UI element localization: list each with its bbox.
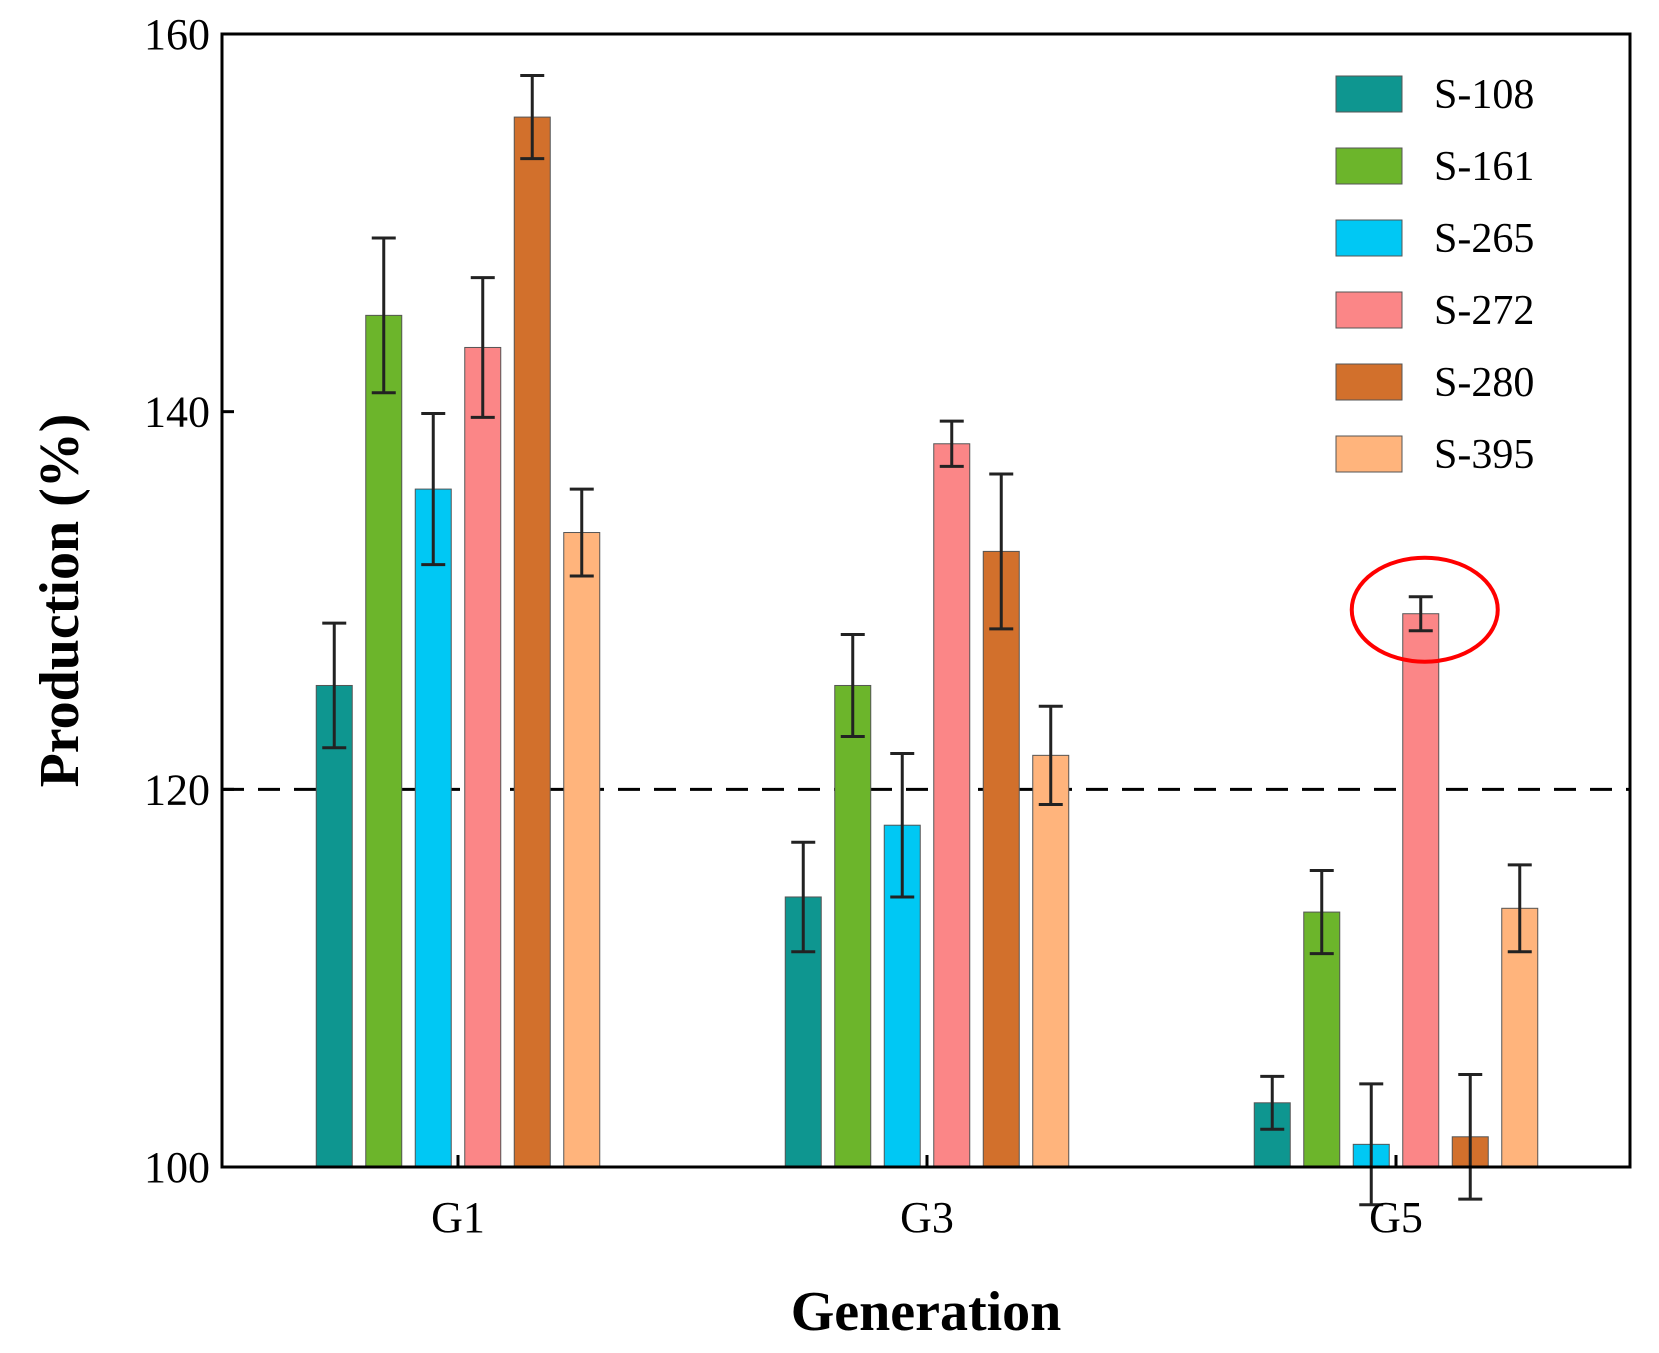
x-tick-label: G3	[900, 1193, 954, 1242]
error-bar	[890, 751, 915, 899]
error-bar	[470, 276, 495, 419]
y-tick-label: 120	[144, 765, 210, 814]
legend-label-s-108: S-108	[1434, 72, 1534, 118]
error-bar	[322, 621, 347, 750]
legend-swatch-s-280	[1335, 363, 1403, 401]
bar-s-280-g3	[982, 550, 1020, 1168]
y-tick-label: 140	[144, 388, 210, 437]
error-bar	[1408, 595, 1433, 633]
error-bar	[1507, 863, 1532, 954]
x-axis-ticks: G1 G3 G5	[431, 1155, 1423, 1242]
error-bar	[939, 419, 964, 468]
legend-swatch-s-265	[1335, 219, 1403, 257]
y-tick-label: 160	[144, 10, 210, 59]
x-tick-label: G5	[1369, 1193, 1423, 1242]
error-bar	[1359, 1082, 1384, 1207]
bar-s-272-g3	[933, 443, 971, 1168]
error-bar	[371, 236, 396, 395]
bar-s-395-g1	[563, 532, 601, 1168]
x-axis-title: Generation	[791, 1281, 1062, 1343]
bar-s-161-g1	[365, 314, 403, 1168]
legend-swatch-s-395	[1335, 435, 1403, 473]
legend-swatch-s-161	[1335, 147, 1403, 185]
y-axis-ticks: 100 120 140 160	[144, 10, 234, 1192]
bar-s-395-g3	[1032, 754, 1070, 1168]
x-tick-label: G1	[431, 1193, 485, 1242]
error-bar	[1038, 704, 1063, 806]
legend-label-s-280: S-280	[1434, 360, 1534, 406]
highlight-layer	[1349, 555, 1500, 664]
bars-layer	[315, 116, 1539, 1168]
legend-label-s-395: S-395	[1434, 432, 1534, 478]
legend-label-s-265: S-265	[1434, 216, 1534, 262]
error-bar	[1309, 869, 1334, 956]
bar-s-272-g1	[464, 346, 502, 1168]
legend: S-108 S-161 S-265 S-272 S-280 S-395	[1335, 72, 1534, 478]
bar-s-108-g1	[315, 684, 353, 1168]
bar-s-280-g1	[513, 116, 551, 1168]
legend-swatch-s-108	[1335, 75, 1403, 113]
error-bar	[989, 472, 1014, 631]
error-bar	[1260, 1074, 1285, 1131]
error-bar	[1458, 1072, 1483, 1201]
error-bars-layer	[322, 74, 1532, 1207]
bar-s-272-g5	[1402, 613, 1440, 1168]
legend-label-s-272: S-272	[1434, 288, 1534, 334]
y-tick-label: 100	[144, 1143, 210, 1192]
bar-s-161-g3	[834, 684, 872, 1168]
highlight-ellipse	[1349, 555, 1500, 664]
error-bar	[840, 632, 865, 738]
y-axis-title: Production (%)	[29, 414, 91, 788]
error-bar	[569, 487, 594, 578]
error-bar	[520, 74, 545, 161]
error-bar	[791, 840, 816, 954]
error-bar	[421, 412, 446, 567]
bar-s-265-g1	[414, 488, 452, 1168]
legend-label-s-161: S-161	[1434, 144, 1534, 190]
legend-swatch-s-272	[1335, 291, 1403, 329]
